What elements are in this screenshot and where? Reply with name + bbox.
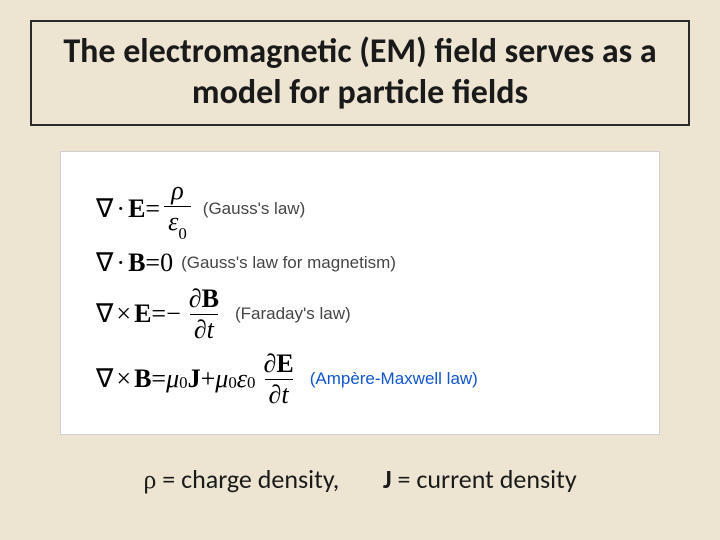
equation-gauss-label: (Gauss's law) (203, 199, 305, 219)
slide: The electromagnetic (EM) field serves as… (0, 0, 720, 540)
j-symbol: J (383, 463, 392, 495)
gauss-fraction: ρ ε0 (164, 178, 191, 240)
equation-ampere: ∇ × B = μ0 J + μ0 ε0 ∂E ∂t (Ampèr (96, 351, 634, 408)
footer-definitions: ρ = charge density, J = current density (30, 463, 690, 495)
ampere-fraction: ∂E ∂t (260, 351, 298, 408)
equation-gauss-mag-math: ∇ · B = 0 (96, 248, 173, 278)
equation-gauss-mag: ∇ · B = 0 (Gauss's law for magnetism) (96, 248, 634, 278)
equation-faraday-label: (Faraday's law) (235, 304, 351, 324)
faraday-fraction: ∂B ∂t (185, 286, 223, 343)
title-box: The electromagnetic (EM) field serves as… (30, 20, 690, 126)
equation-ampere-label: (Ampère-Maxwell law) (310, 369, 478, 389)
equations-box: ∇ · E = ρ ε0 (Gauss's law) ∇ · B = (60, 151, 660, 435)
equation-ampere-math: ∇ × B = μ0 J + μ0 ε0 ∂E ∂t (96, 351, 302, 408)
title-text: The electromagnetic (EM) field serves as… (63, 31, 656, 113)
equation-faraday: ∇ × E = − ∂B ∂t (Faraday's law) (96, 286, 634, 343)
equation-gauss-math: ∇ · E = ρ ε0 (96, 178, 195, 240)
j-definition: = current density (392, 463, 577, 495)
rho-definition: = charge density, (156, 463, 339, 495)
rho-symbol: ρ (143, 465, 156, 494)
equation-gauss-mag-label: (Gauss's law for magnetism) (181, 253, 396, 273)
equation-faraday-math: ∇ × E = − ∂B ∂t (96, 286, 227, 343)
equation-gauss: ∇ · E = ρ ε0 (Gauss's law) (96, 178, 634, 240)
